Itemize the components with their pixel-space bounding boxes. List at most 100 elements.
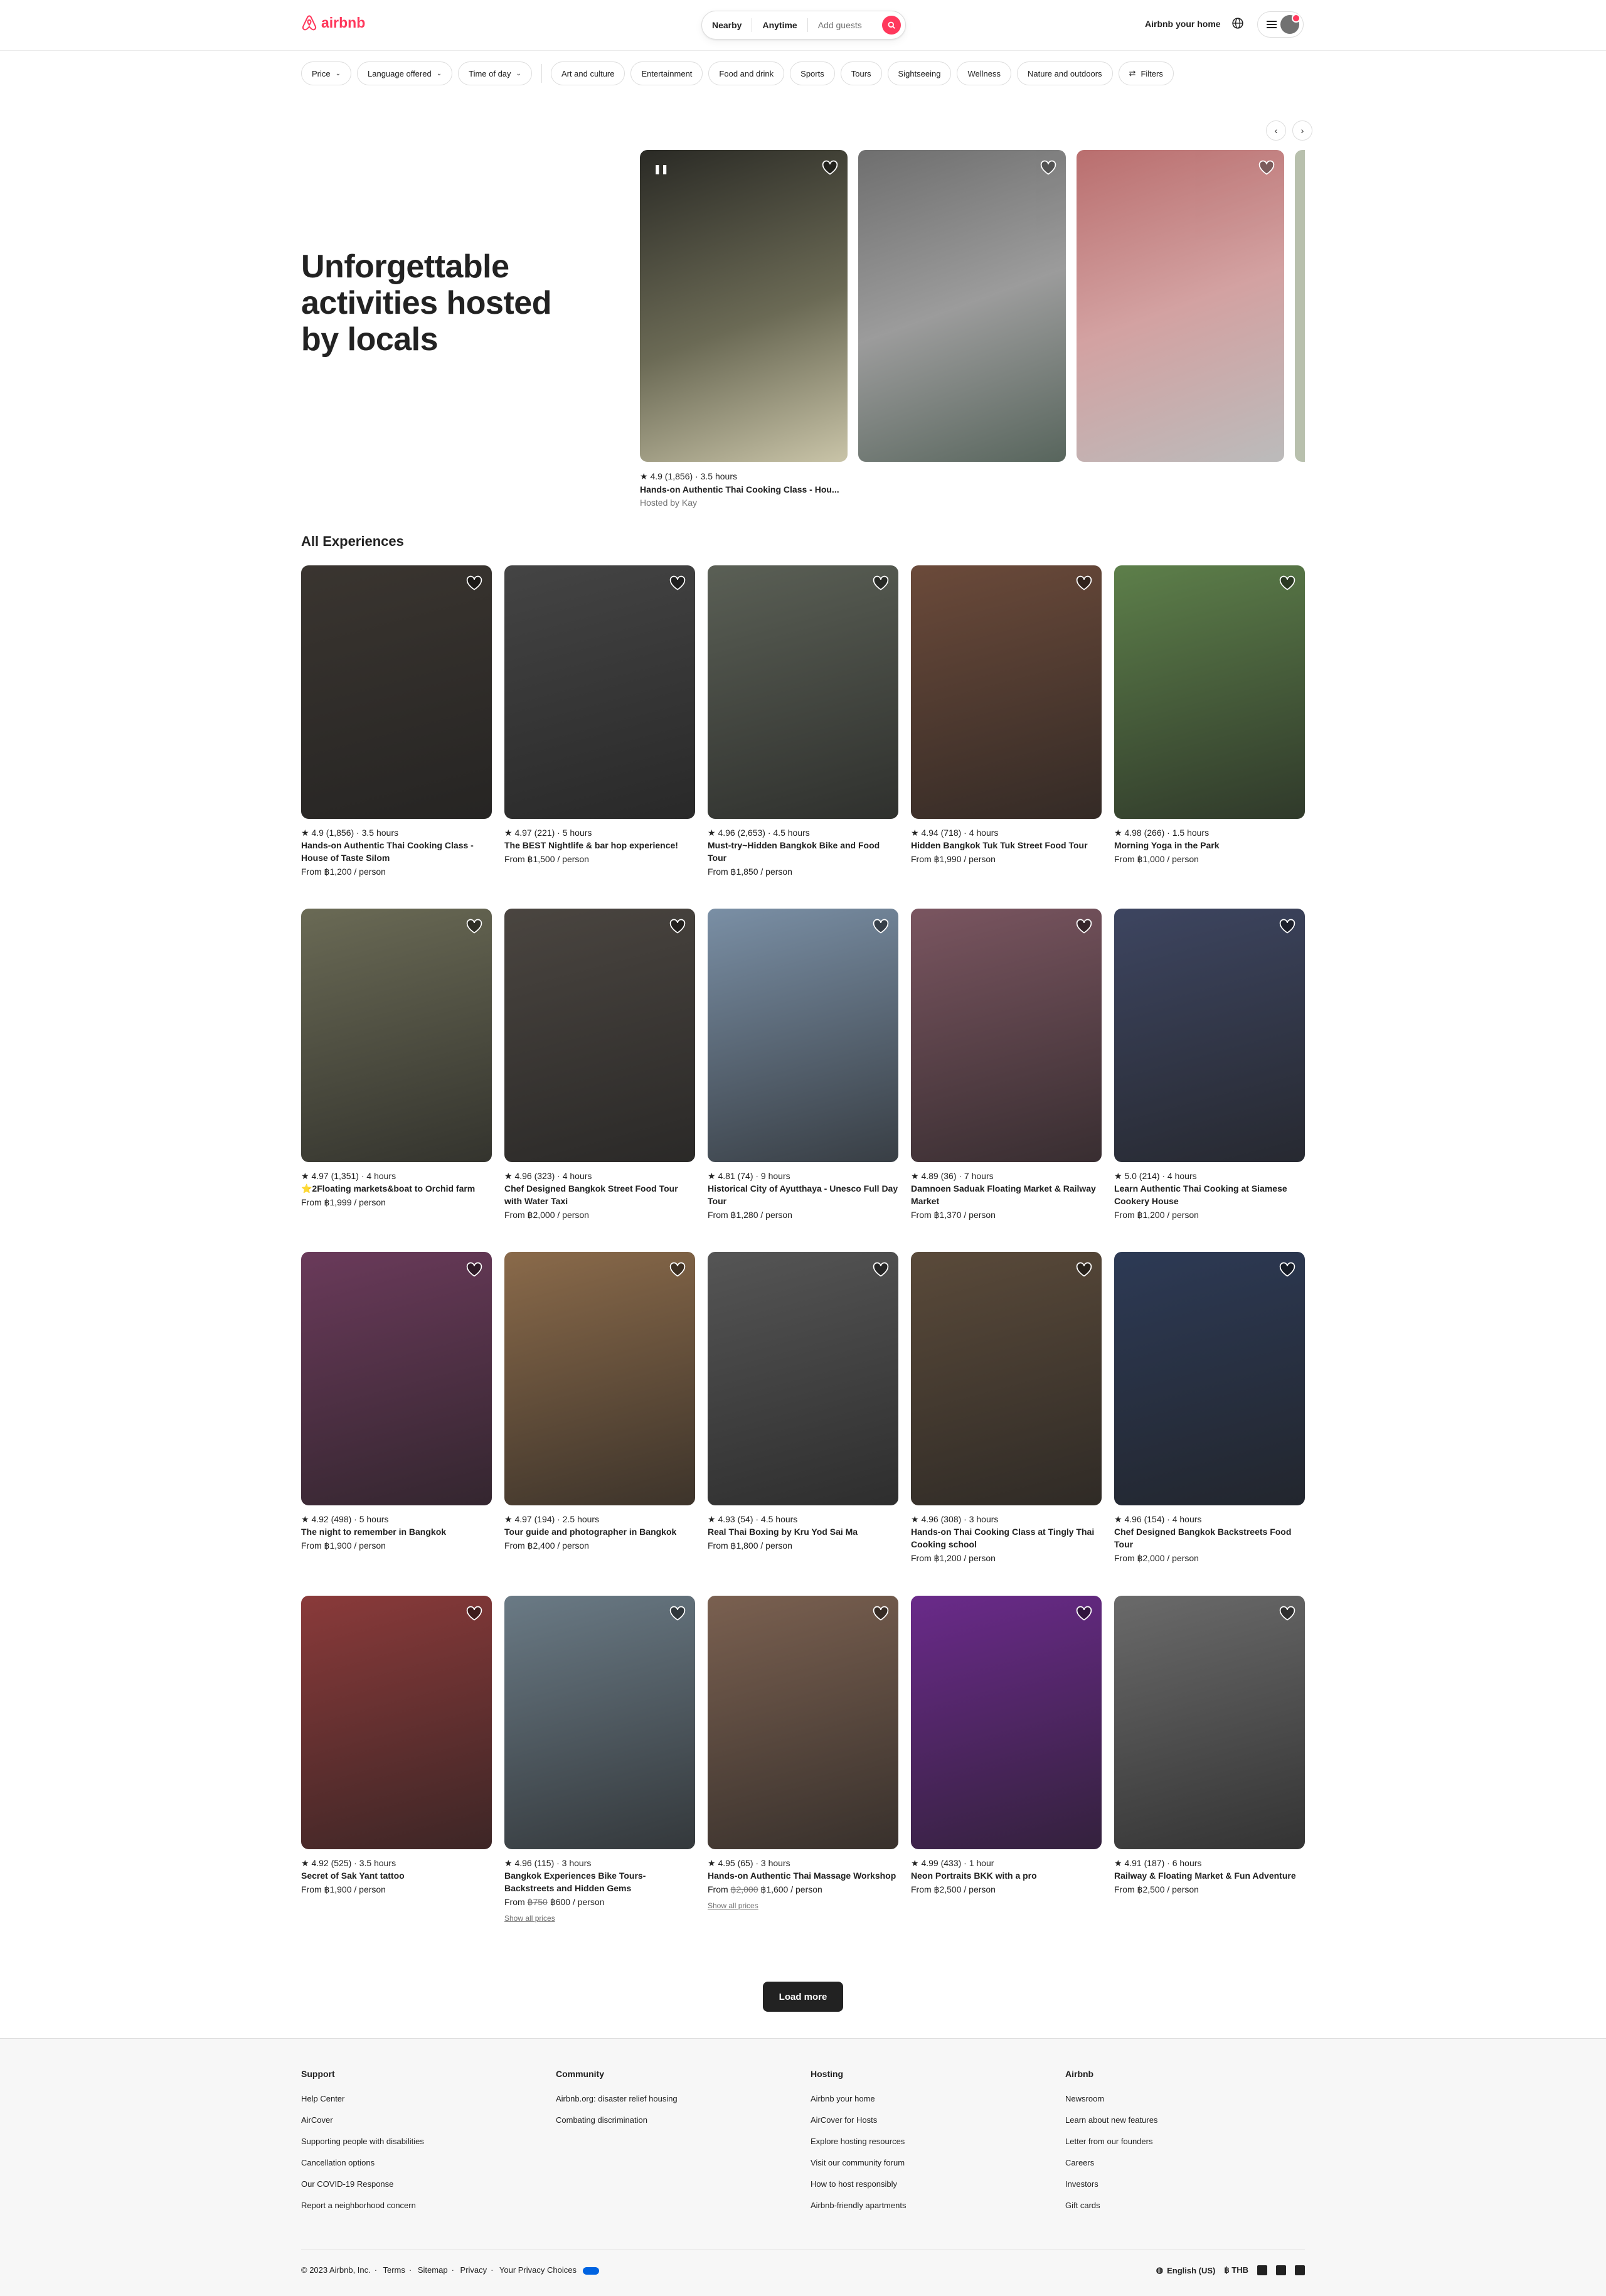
heart-icon[interactable]: [465, 917, 483, 935]
category-wellness[interactable]: Wellness: [957, 61, 1011, 85]
category-nature[interactable]: Nature and outdoors: [1017, 61, 1113, 85]
search-guests[interactable]: Add guests: [817, 20, 862, 30]
experience-card[interactable]: ★ 4.91 (187) · 6 hours Railway & Floating…: [1114, 1596, 1305, 1896]
experience-card[interactable]: ★ 4.89 (36) · 7 hours Damnoen Saduak Floa…: [911, 909, 1102, 1221]
instagram-icon[interactable]: [1295, 2265, 1305, 2275]
hero-card[interactable]: [1077, 150, 1284, 462]
search-bar[interactable]: Nearby Anytime Add guests: [701, 11, 906, 40]
heart-icon[interactable]: [465, 1605, 483, 1622]
experience-card[interactable]: ★ 4.96 (2,653) · 4.5 hours Must-try~Hidde…: [708, 565, 898, 878]
experience-card[interactable]: ★ 4.96 (323) · 4 hours Chef Designed Bang…: [504, 909, 695, 1221]
experience-image[interactable]: [504, 1596, 695, 1849]
heart-icon[interactable]: [1075, 1261, 1093, 1278]
experience-title[interactable]: Neon Portraits BKK with a pro: [911, 1871, 1037, 1881]
heart-icon[interactable]: [1279, 1605, 1296, 1622]
experience-image[interactable]: [911, 1596, 1102, 1849]
carousel-next-button[interactable]: ›: [1292, 120, 1312, 141]
experience-card[interactable]: ★ 4.97 (1,351) · 4 hours ⭐2Floating marke…: [301, 909, 492, 1209]
search-nearby[interactable]: Nearby: [702, 18, 753, 32]
experience-image[interactable]: [708, 1252, 898, 1505]
experience-card[interactable]: ★ 4.99 (433) · 1 hour Neon Portraits BKK …: [911, 1596, 1102, 1896]
footer-link[interactable]: AirCover: [301, 2115, 333, 2125]
experience-image[interactable]: [504, 565, 695, 819]
experience-card[interactable]: ★ 4.96 (154) · 4 hours Chef Designed Bang…: [1114, 1252, 1305, 1564]
filter-time-of-day[interactable]: Time of day ⌄: [458, 61, 532, 85]
footer-link[interactable]: Newsroom: [1065, 2094, 1105, 2103]
experience-title[interactable]: Hands-on Authentic Thai Cooking Class - …: [301, 840, 474, 863]
filter-language[interactable]: Language offered ⌄: [357, 61, 453, 85]
experience-image[interactable]: [301, 909, 492, 1162]
filters-button[interactable]: ⇄ Filters: [1118, 61, 1174, 85]
experience-card[interactable]: ★ 4.95 (65) · 3 hours Hands-on Authentic …: [708, 1596, 898, 1912]
search-button[interactable]: [882, 16, 901, 35]
experience-title[interactable]: Tour guide and photographer in Bangkok: [504, 1527, 677, 1537]
footer-link[interactable]: Letter from our founders: [1065, 2137, 1153, 2146]
experience-image[interactable]: [708, 909, 898, 1162]
footer-link[interactable]: Investors: [1065, 2179, 1098, 2189]
heart-icon[interactable]: [872, 917, 890, 935]
experience-card[interactable]: ★ 5.0 (214) · 4 hours Learn Authentic Tha…: [1114, 909, 1305, 1221]
category-sports[interactable]: Sports: [790, 61, 835, 85]
experience-card[interactable]: ★ 4.92 (498) · 5 hours The night to remem…: [301, 1252, 492, 1552]
user-menu-button[interactable]: [1257, 11, 1304, 38]
experience-card[interactable]: ★ 4.9 (1,856) · 3.5 hours Hands-on Authen…: [301, 565, 492, 878]
experience-title[interactable]: Morning Yoga in the Park: [1114, 840, 1220, 850]
category-entertainment[interactable]: Entertainment: [630, 61, 703, 85]
search-anytime[interactable]: Anytime: [752, 18, 808, 32]
heart-icon[interactable]: [1279, 917, 1296, 935]
category-tours[interactable]: Tours: [840, 61, 882, 85]
experience-image[interactable]: [504, 909, 695, 1162]
footer-link[interactable]: Airbnb.org: disaster relief housing: [556, 2094, 678, 2103]
experience-image[interactable]: [708, 1596, 898, 1849]
experience-image[interactable]: [708, 565, 898, 819]
show-all-prices-link[interactable]: Show all prices: [708, 1901, 758, 1910]
heart-icon[interactable]: [1040, 159, 1057, 176]
heart-icon[interactable]: [821, 159, 839, 176]
footer-link[interactable]: Learn about new features: [1065, 2115, 1158, 2125]
airbnb-logo[interactable]: airbnb: [301, 14, 365, 31]
heart-icon[interactable]: [465, 1261, 483, 1278]
experience-title[interactable]: Railway & Floating Market & Fun Adventur…: [1114, 1871, 1296, 1881]
footer-link[interactable]: Airbnb-friendly apartments: [811, 2201, 907, 2210]
hero-card-peek[interactable]: [1295, 150, 1305, 462]
experience-card[interactable]: ★ 4.98 (266) · 1.5 hours Morning Yoga in …: [1114, 565, 1305, 865]
experience-title[interactable]: Chef Designed Bangkok Street Food Tour w…: [504, 1183, 678, 1206]
experience-image[interactable]: [911, 1252, 1102, 1505]
experience-image[interactable]: [1114, 1596, 1305, 1849]
footer-link[interactable]: Careers: [1065, 2158, 1095, 2167]
category-art-culture[interactable]: Art and culture: [550, 61, 625, 85]
experience-card[interactable]: ★ 4.92 (525) · 3.5 hours Secret of Sak Ya…: [301, 1596, 492, 1896]
experience-card[interactable]: ★ 4.97 (221) · 5 hours The BEST Nightlife…: [504, 565, 695, 865]
experience-card[interactable]: ★ 4.96 (115) · 3 hours Bangkok Experience…: [504, 1596, 695, 1925]
experience-image[interactable]: [1114, 565, 1305, 819]
heart-icon[interactable]: [1075, 1605, 1093, 1622]
footer-link[interactable]: Airbnb your home: [811, 2094, 875, 2103]
experience-title[interactable]: Secret of Sak Yant tattoo: [301, 1871, 405, 1881]
footer-link[interactable]: Report a neighborhood concern: [301, 2201, 416, 2210]
hero-featured-title[interactable]: Hands-on Authentic Thai Cooking Class - …: [640, 484, 839, 494]
footer-link[interactable]: How to host responsibly: [811, 2179, 898, 2189]
privacy-choices-link[interactable]: Your Privacy Choices: [499, 2265, 577, 2275]
footer-link[interactable]: Combating discrimination: [556, 2115, 647, 2125]
experience-title[interactable]: Learn Authentic Thai Cooking at Siamese …: [1114, 1183, 1287, 1206]
experience-image[interactable]: [1114, 909, 1305, 1162]
show-all-prices-link[interactable]: Show all prices: [504, 1914, 555, 1923]
twitter-icon[interactable]: [1276, 2265, 1286, 2275]
heart-icon[interactable]: [1075, 574, 1093, 592]
sitemap-link[interactable]: Sitemap: [417, 2265, 448, 2275]
experience-title[interactable]: Must-try~Hidden Bangkok Bike and Food To…: [708, 840, 880, 863]
experience-title[interactable]: The night to remember in Bangkok: [301, 1527, 447, 1537]
heart-icon[interactable]: [669, 1605, 686, 1622]
hero-featured-card[interactable]: ❚❚: [640, 150, 848, 462]
experience-title[interactable]: Hidden Bangkok Tuk Tuk Street Food Tour: [911, 840, 1088, 850]
heart-icon[interactable]: [872, 1261, 890, 1278]
experience-title[interactable]: Bangkok Experiences Bike Tours- Backstre…: [504, 1871, 646, 1893]
footer-link[interactable]: Help Center: [301, 2094, 345, 2103]
experience-card[interactable]: ★ 4.96 (308) · 3 hours Hands-on Thai Cook…: [911, 1252, 1102, 1564]
experience-image[interactable]: [504, 1252, 695, 1505]
category-food-drink[interactable]: Food and drink: [708, 61, 785, 85]
footer-link[interactable]: Supporting people with disabilities: [301, 2137, 424, 2146]
currency-selector[interactable]: ฿ THB: [1224, 2265, 1248, 2275]
footer-link[interactable]: Visit our community forum: [811, 2158, 905, 2167]
heart-icon[interactable]: [872, 1605, 890, 1622]
